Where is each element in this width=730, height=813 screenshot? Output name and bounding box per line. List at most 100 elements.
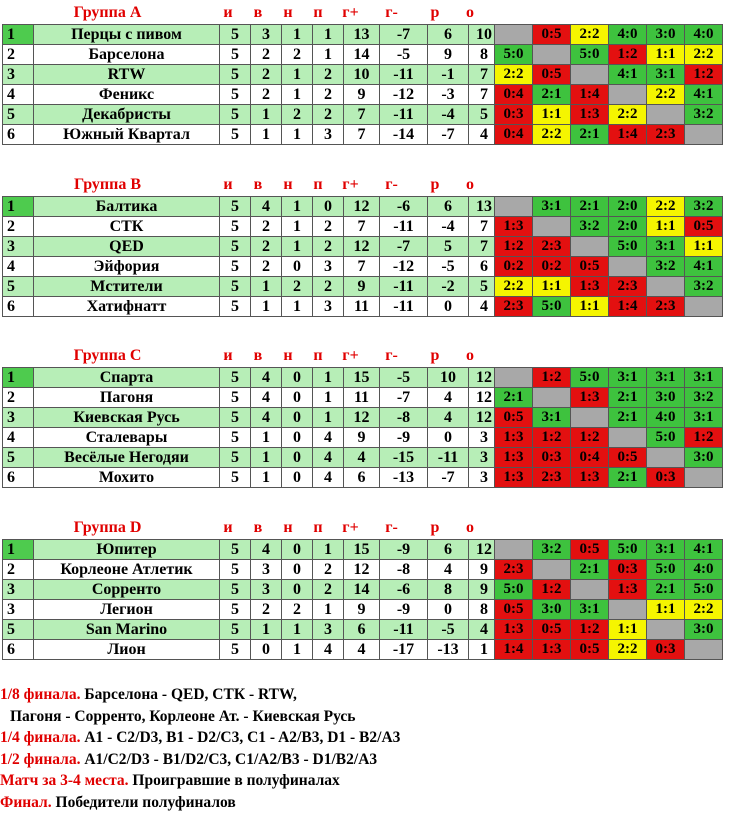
cell-p: 1 [313, 600, 344, 620]
cell-gf: 14 [344, 45, 380, 65]
match-score: 2:1 [609, 468, 647, 488]
cell-gf: 7 [344, 105, 380, 125]
match-score: 3:2 [685, 197, 723, 217]
cell-pos: 5 [3, 448, 34, 468]
cell-n: 0 [282, 428, 313, 448]
cell-pos: 4 [3, 257, 34, 277]
cell-n: 1 [282, 85, 313, 105]
column-header-n: н [273, 2, 303, 24]
column-header-o: о [455, 517, 485, 539]
match-score: 0:3 [647, 468, 685, 488]
cell-v: 1 [251, 105, 282, 125]
match-score: 3:1 [533, 408, 571, 428]
cell-ga: -11 [380, 105, 428, 125]
cell-r: 6 [428, 540, 469, 560]
match-score: 1:1 [571, 297, 609, 317]
match-score: 1:4 [609, 125, 647, 145]
cell-v: 2 [251, 85, 282, 105]
cell-w: 5 [220, 368, 251, 388]
note-line: Матч за 3-4 места. Проигравшие в полуфин… [0, 770, 730, 792]
cell-r: 0 [428, 297, 469, 317]
self-cell [685, 468, 723, 488]
cell-team: Лион [34, 640, 220, 660]
cell-pos: 1 [3, 540, 34, 560]
cell-w: 5 [220, 217, 251, 237]
column-header-v: в [243, 174, 273, 196]
cell-r: 4 [428, 560, 469, 580]
match-score: 3:1 [647, 368, 685, 388]
match-score: 4:0 [609, 25, 647, 45]
cell-v: 2 [251, 65, 282, 85]
self-cell [571, 580, 609, 600]
cell-n: 1 [282, 217, 313, 237]
note-text: A1/C2/D3 - B1/D2/C3, C1/A2/B3 - D1/B2/A3 [80, 751, 377, 768]
cell-team: Спарта [34, 368, 220, 388]
column-header-v: в [243, 517, 273, 539]
cell-p: 3 [313, 620, 344, 640]
column-header-w: и [213, 345, 243, 367]
self-cell [609, 85, 647, 105]
match-score: 1:1 [647, 45, 685, 65]
cell-team: Юпитер [34, 540, 220, 560]
cell-w: 5 [220, 65, 251, 85]
cell-team: Феникс [34, 85, 220, 105]
match-score: 1:1 [647, 600, 685, 620]
note-label: 1/4 финала. [0, 729, 80, 746]
cell-w: 5 [220, 197, 251, 217]
cell-team: Пагоня [34, 388, 220, 408]
column-header-o: о [455, 2, 485, 24]
match-score: 4:1 [609, 65, 647, 85]
match-score: 1:2 [571, 620, 609, 640]
note-line: 1/2 финала. A1/C2/D3 - B1/D2/C3, C1/A2/B… [0, 749, 730, 771]
match-score: 2:2 [495, 65, 533, 85]
cell-ga: -14 [380, 125, 428, 145]
cell-v: 1 [251, 125, 282, 145]
cell-ga: -8 [380, 408, 428, 428]
match-score: 1:3 [609, 580, 647, 600]
column-header-gf: г+ [333, 174, 368, 196]
cell-r: 10 [428, 368, 469, 388]
self-cell [609, 600, 647, 620]
cell-ga: -11 [380, 277, 428, 297]
cell-r: -5 [428, 257, 469, 277]
match-score: 0:3 [495, 105, 533, 125]
cell-r: -3 [428, 85, 469, 105]
cell-w: 5 [220, 277, 251, 297]
cell-n: 2 [282, 45, 313, 65]
match-score: 0:2 [495, 257, 533, 277]
cell-gf: 12 [344, 560, 380, 580]
match-score: 1:3 [495, 620, 533, 640]
cell-pos: 3 [3, 237, 34, 257]
cell-gf: 4 [344, 448, 380, 468]
note-label: 1/2 финала. [0, 751, 80, 768]
cell-p: 2 [313, 237, 344, 257]
cell-pos: 2 [3, 388, 34, 408]
cell-p: 2 [313, 560, 344, 580]
match-score: 1:1 [685, 237, 723, 257]
cell-n: 1 [282, 25, 313, 45]
cell-r: -2 [428, 277, 469, 297]
column-header-w: и [213, 517, 243, 539]
group-title: Группа А [0, 2, 215, 24]
cell-ga: -7 [380, 25, 428, 45]
match-score: 3:2 [685, 277, 723, 297]
cell-ga: -5 [380, 368, 428, 388]
match-score: 1:3 [571, 105, 609, 125]
match-score: 3:0 [647, 388, 685, 408]
match-score: 2:2 [647, 85, 685, 105]
self-cell [495, 540, 533, 560]
column-header-ga: г- [368, 345, 415, 367]
cell-team: Киевская Русь [34, 408, 220, 428]
self-cell [571, 408, 609, 428]
self-cell [571, 65, 609, 85]
cell-ga: -9 [380, 600, 428, 620]
cell-pos: 6 [3, 468, 34, 488]
cell-w: 5 [220, 297, 251, 317]
cell-gf: 12 [344, 237, 380, 257]
self-cell [533, 45, 571, 65]
match-score: 5:0 [495, 45, 533, 65]
